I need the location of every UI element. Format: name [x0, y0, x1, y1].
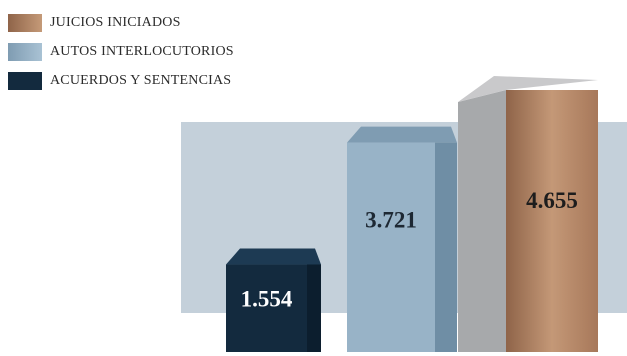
bar-side-juicios-iniciados	[458, 90, 506, 352]
bars-group: 1.554 3.721 4.655	[226, 76, 598, 352]
bar-side-acuerdos-y-sentencias	[307, 264, 321, 352]
legend-label-acuerdos-y-sentencias: ACUERDOS Y SENTENCIAS	[50, 72, 232, 88]
bar-acuerdos-y-sentencias	[226, 264, 307, 352]
bar-value-label-autos-interlocutorios: 3.721	[365, 208, 417, 233]
bar-value-label-acuerdos-y-sentencias: 1.554	[241, 287, 293, 312]
bar-side-autos-interlocutorios	[435, 142, 457, 352]
legend-item-juicios-iniciados: JUICIOS INICIADOS	[8, 8, 234, 37]
bar-top-acuerdos-y-sentencias	[226, 248, 321, 265]
legend-swatch-autos-interlocutorios	[8, 42, 42, 61]
legend-swatch-juicios-iniciados	[8, 13, 42, 32]
bar-top-juicios-iniciados	[458, 76, 598, 102]
legend-item-acuerdos-y-sentencias: ACUERDOS Y SENTENCIAS	[8, 66, 234, 95]
chart-legend: JUICIOS INICIADOS AUTOS INTERLOCUTORIOS …	[8, 8, 234, 95]
bar-value-label-juicios-iniciados: 4.655	[526, 188, 578, 213]
bar-top-autos-interlocutorios	[347, 126, 457, 143]
legend-item-autos-interlocutorios: AUTOS INTERLOCUTORIOS	[8, 37, 234, 66]
legend-swatch-acuerdos-y-sentencias	[8, 71, 42, 90]
bar-juicios-iniciados	[506, 90, 598, 352]
legend-label-juicios-iniciados: JUICIOS INICIADOS	[50, 14, 181, 30]
legend-label-autos-interlocutorios: AUTOS INTERLOCUTORIOS	[50, 43, 234, 59]
bar-autos-interlocutorios	[347, 142, 435, 352]
